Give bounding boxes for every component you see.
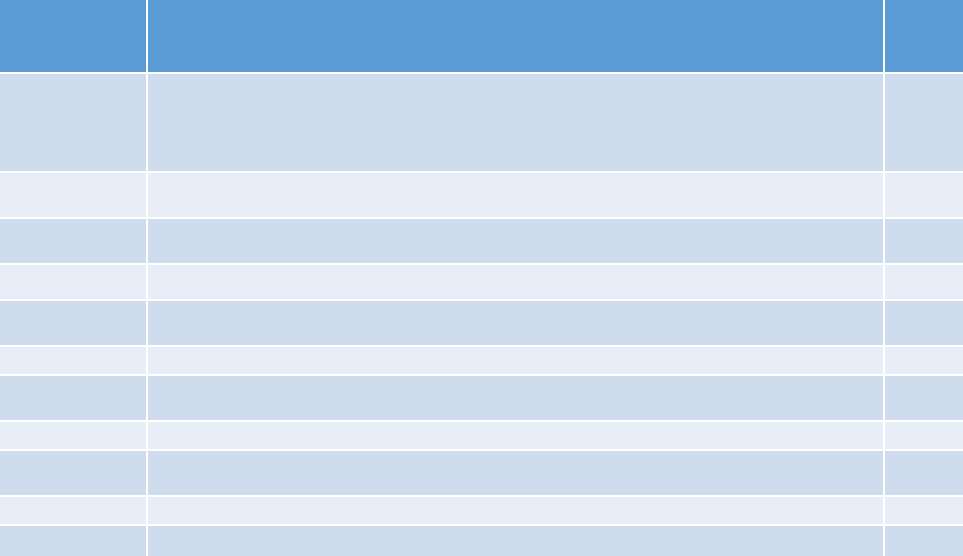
body-cell xyxy=(0,497,146,524)
body-cell xyxy=(885,526,963,556)
body-cell xyxy=(148,301,883,345)
header-cell xyxy=(0,0,146,72)
body-cell xyxy=(148,497,883,524)
body-cell xyxy=(0,347,146,374)
body-cell xyxy=(0,422,146,449)
body-cell xyxy=(885,74,963,171)
body-cell xyxy=(885,376,963,420)
body-cell xyxy=(148,347,883,374)
body-cell xyxy=(0,74,146,171)
body-cell xyxy=(885,422,963,449)
header-cell xyxy=(885,0,963,72)
body-cell xyxy=(0,173,146,217)
body-cell xyxy=(0,526,146,556)
body-cell xyxy=(148,451,883,495)
body-cell xyxy=(0,301,146,345)
body-cell xyxy=(0,265,146,299)
body-cell xyxy=(148,265,883,299)
body-cell xyxy=(148,173,883,217)
body-cell xyxy=(148,526,883,556)
body-cell xyxy=(885,451,963,495)
body-cell xyxy=(148,74,883,171)
body-cell xyxy=(0,219,146,263)
body-cell xyxy=(885,497,963,524)
body-cell xyxy=(0,451,146,495)
body-cell xyxy=(0,376,146,420)
body-cell xyxy=(148,219,883,263)
body-cell xyxy=(885,265,963,299)
body-cell xyxy=(885,301,963,345)
header-cell xyxy=(148,0,883,72)
body-cell xyxy=(885,219,963,263)
body-cell xyxy=(885,347,963,374)
body-cell xyxy=(148,376,883,420)
body-cell xyxy=(885,173,963,217)
body-cell xyxy=(148,422,883,449)
